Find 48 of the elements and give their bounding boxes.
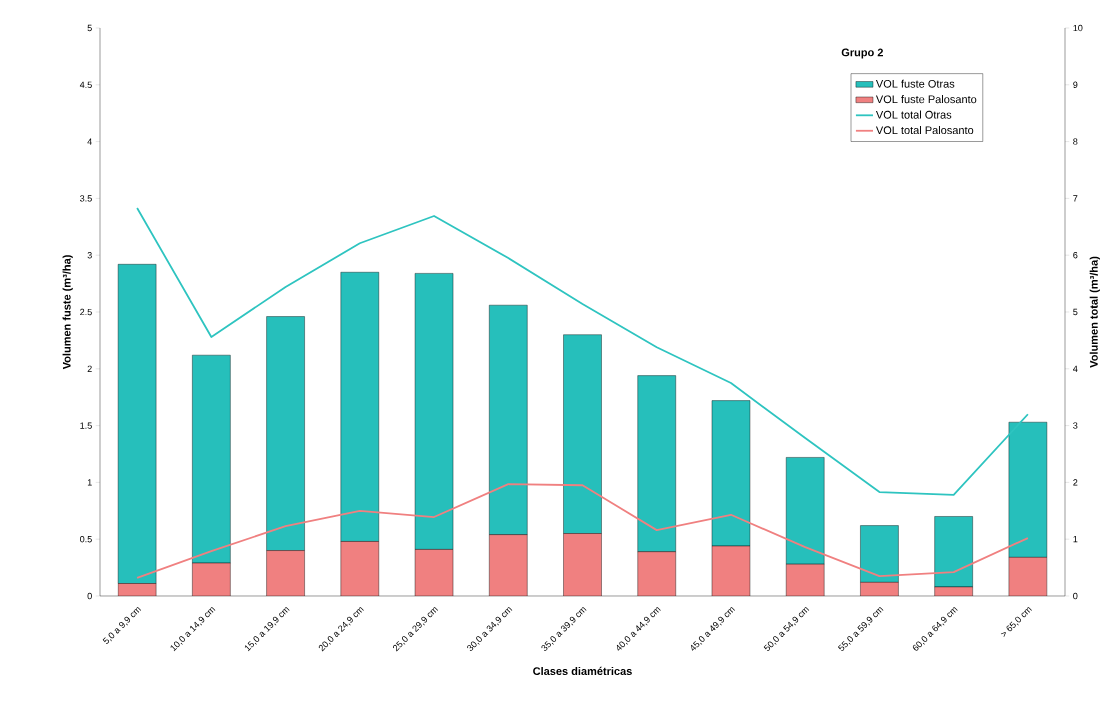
text: Grupo 2 <box>841 48 883 59</box>
legend-label: VOL fuste Otras <box>875 79 955 88</box>
y-tick-label: 1.5 <box>80 422 92 429</box>
bar <box>340 541 379 596</box>
y-tick-label: 0 <box>87 592 92 600</box>
x-tick-label: 15,0 a 19,9 cm <box>244 607 290 652</box>
y2-tick-label: 10 <box>1073 24 1083 32</box>
y-tick-label: 0.5 <box>80 536 92 543</box>
x-tick-label: 45,0 a 49,9 cm <box>691 607 735 651</box>
y2-tick-label: 1 <box>1073 536 1078 543</box>
y-tick-label: 4 <box>87 138 92 145</box>
legend-label: VOL total Palosanto <box>875 126 974 135</box>
y2-tick-label: 5 <box>1073 308 1078 316</box>
y-tick-label: 5 <box>87 24 92 32</box>
y2-tick-label: 9 <box>1073 81 1078 88</box>
x-tick-label: > 65,0 cm <box>1000 607 1032 638</box>
y2-tick-label: 3 <box>1073 422 1078 429</box>
bar <box>266 550 305 596</box>
y-axis-title: Volumen fuste (m³/ha) <box>62 255 73 370</box>
y-tick-label: 2.5 <box>80 308 92 316</box>
legend-label: VOL total Otras <box>875 110 952 119</box>
line-series <box>136 483 1029 579</box>
y2-tick-label: 7 <box>1073 195 1078 202</box>
y-tick-label: 1 <box>87 479 92 486</box>
y-tick-label: 2 <box>87 365 92 372</box>
y2-tick-label: 6 <box>1073 252 1078 259</box>
y2-tick-label: 4 <box>1073 365 1078 372</box>
legend-label: VOL fuste Palosanto <box>875 95 977 104</box>
y-tick-label: 4.5 <box>79 81 92 88</box>
bar <box>415 549 454 596</box>
x-tick-label: 60,0 a 64,9 cm <box>912 607 958 651</box>
y2-tick-label: 0 <box>1073 592 1078 600</box>
bar <box>786 564 825 596</box>
bar <box>192 563 231 596</box>
x-tick-label: 5,0 a 9,9 cm <box>102 607 142 644</box>
y-tick-label: 3.5 <box>80 195 92 202</box>
y2-tick-label: 2 <box>1073 479 1078 486</box>
x-tick-label: 40,0 a 44,9 cm <box>616 607 661 651</box>
y-tick-label: 3 <box>87 252 92 259</box>
bar <box>563 533 602 596</box>
y2-axis-title: Volumen total (m³/ha) <box>1089 256 1100 368</box>
bar <box>489 534 528 596</box>
bar <box>1008 557 1048 596</box>
x-axis-title: Clases diamétricas <box>533 666 632 676</box>
bar <box>637 551 676 596</box>
y2-tick-label: 8 <box>1073 138 1078 145</box>
bar <box>711 546 750 596</box>
x-tick-label: 35,0 a 39,9 cm <box>541 607 587 651</box>
